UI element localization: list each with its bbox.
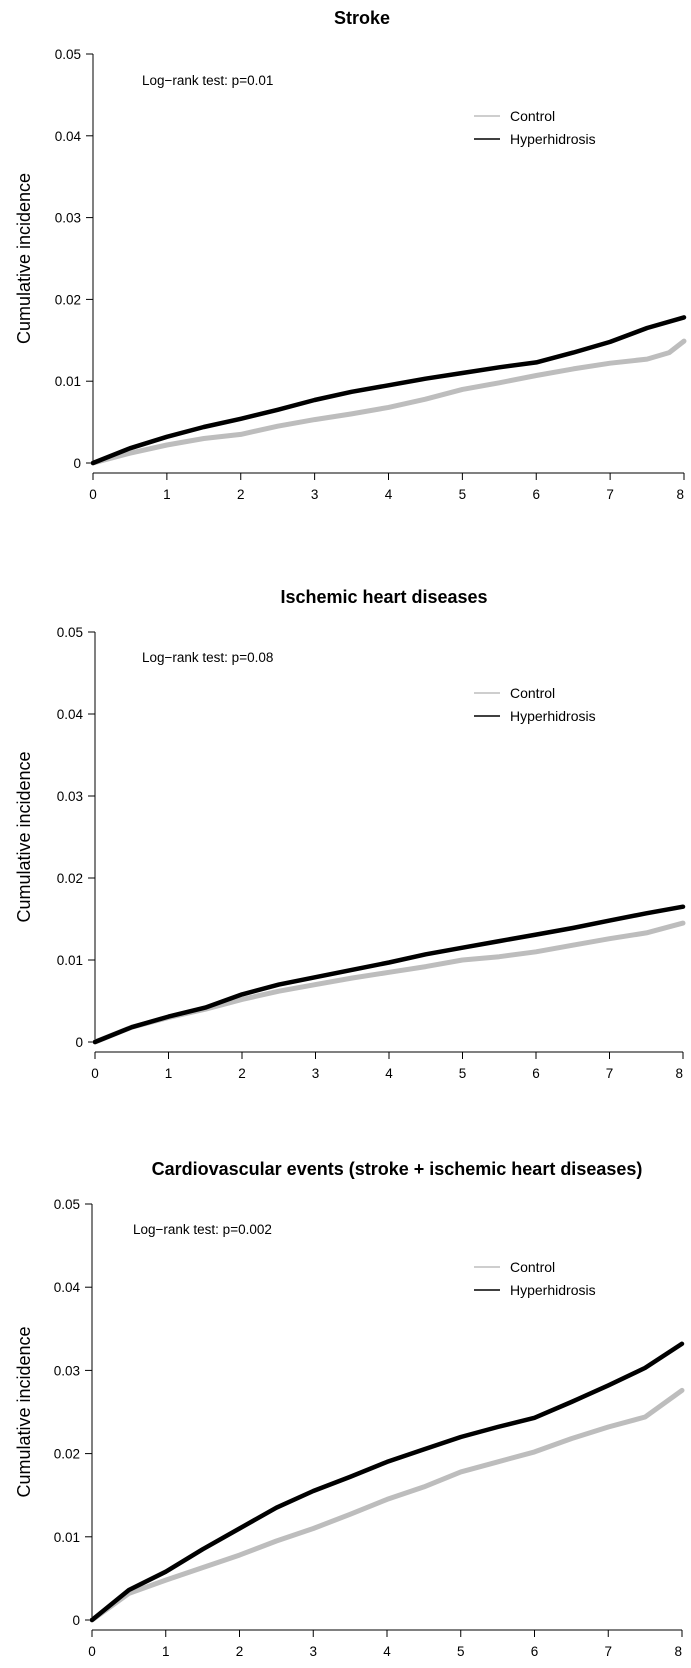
x-tick-label: 0 — [88, 1644, 96, 1659]
legend-label-hyperhidrosis: Hyperhidrosis — [510, 1282, 596, 1298]
legend-label-control: Control — [510, 1259, 555, 1275]
y-tick-label: 0 — [72, 1613, 80, 1628]
y-tick-label: 0.03 — [55, 211, 81, 226]
legend-label-hyperhidrosis: Hyperhidrosis — [510, 708, 596, 724]
legend-label-hyperhidrosis: Hyperhidrosis — [510, 131, 596, 147]
log-rank-annotation: Log−rank test: p=0.002 — [133, 1222, 272, 1237]
log-rank-annotation: Log−rank test: p=0.01 — [142, 73, 273, 88]
x-tick-label: 0 — [91, 1066, 99, 1081]
series-line-hyperhidrosis — [92, 904, 686, 1045]
y-tick-label: 0.02 — [57, 871, 83, 886]
y-tick-label: 0.05 — [55, 47, 81, 62]
x-tick-label: 1 — [162, 1644, 170, 1659]
x-tick-label: 7 — [604, 1644, 612, 1659]
series-line-control — [89, 1387, 685, 1623]
series-line-hyperhidrosis — [90, 315, 687, 466]
x-tick-label: 7 — [606, 487, 614, 502]
chart-panel-cardiovascular: Cardiovascular events (stroke + ischemic… — [0, 1100, 691, 1668]
chart-svg-cardiovascular: Cardiovascular events (stroke + ischemic… — [14, 1159, 685, 1659]
y-axis-label: Cumulative incidence — [14, 1326, 34, 1497]
x-tick-label: 2 — [238, 1066, 246, 1081]
chart-title: Stroke — [334, 8, 390, 28]
y-axis-label: Cumulative incidence — [14, 173, 34, 344]
legend-label-control: Control — [510, 685, 555, 701]
x-tick-label: 3 — [311, 487, 319, 502]
x-tick-label: 7 — [606, 1066, 614, 1081]
series-line-control — [90, 338, 687, 466]
y-tick-label: 0.05 — [54, 1197, 80, 1212]
y-tick-label: 0.02 — [54, 1447, 80, 1462]
x-tick-label: 5 — [459, 1066, 467, 1081]
x-tick-label: 1 — [163, 487, 171, 502]
y-tick-label: 0 — [75, 1035, 83, 1050]
series-line-control — [92, 920, 686, 1045]
x-tick-label: 2 — [237, 487, 245, 502]
x-tick-label: 5 — [459, 487, 467, 502]
x-tick-label: 1 — [165, 1066, 173, 1081]
x-tick-label: 0 — [89, 487, 97, 502]
x-tick-label: 3 — [309, 1644, 317, 1659]
y-tick-label: 0.03 — [54, 1363, 80, 1378]
y-tick-label: 0.01 — [57, 953, 83, 968]
y-tick-label: 0.01 — [55, 374, 81, 389]
x-tick-label: 8 — [676, 487, 684, 502]
chart-panel-stroke: Stroke Cumulative incidence 0 0.01 0.02 0.03 0… — [0, 0, 691, 520]
y-tick-label: 0.05 — [57, 625, 83, 640]
chart-title: Cardiovascular events (stroke + ischemic… — [152, 1159, 643, 1179]
series-line-hyperhidrosis — [89, 1341, 685, 1623]
legend-label-control: Control — [510, 108, 555, 124]
y-axis-label: Cumulative incidence — [14, 751, 34, 922]
x-tick-label: 6 — [532, 487, 540, 502]
x-tick-label: 5 — [457, 1644, 465, 1659]
y-tick-label: 0.04 — [54, 1280, 81, 1295]
y-tick-label: 0.02 — [55, 292, 81, 307]
y-tick-label: 0.03 — [57, 789, 83, 804]
chart-panel-ischemic: Ischemic heart diseases Cumulative incide… — [0, 540, 691, 1100]
x-tick-label: 4 — [385, 1066, 393, 1081]
y-tick-label: 0.01 — [54, 1530, 80, 1545]
chart-svg-stroke: Stroke Cumulative incidence 0 0.01 0.02 0.03 0… — [14, 8, 687, 502]
x-tick-label: 8 — [674, 1644, 682, 1659]
y-tick-label: 0.04 — [55, 129, 82, 144]
y-tick-label: 0.04 — [57, 707, 84, 722]
x-tick-label: 4 — [383, 1644, 391, 1659]
x-tick-label: 3 — [312, 1066, 320, 1081]
chart-svg-ischemic: Ischemic heart diseases Cumulative incide… — [14, 587, 686, 1081]
log-rank-annotation: Log−rank test: p=0.08 — [142, 650, 273, 665]
chart-title: Ischemic heart diseases — [280, 587, 487, 607]
x-tick-label: 2 — [236, 1644, 244, 1659]
x-tick-label: 6 — [531, 1644, 539, 1659]
x-tick-label: 4 — [385, 487, 393, 502]
y-tick-label: 0 — [73, 456, 81, 471]
x-tick-label: 8 — [675, 1066, 683, 1081]
x-tick-label: 6 — [532, 1066, 540, 1081]
